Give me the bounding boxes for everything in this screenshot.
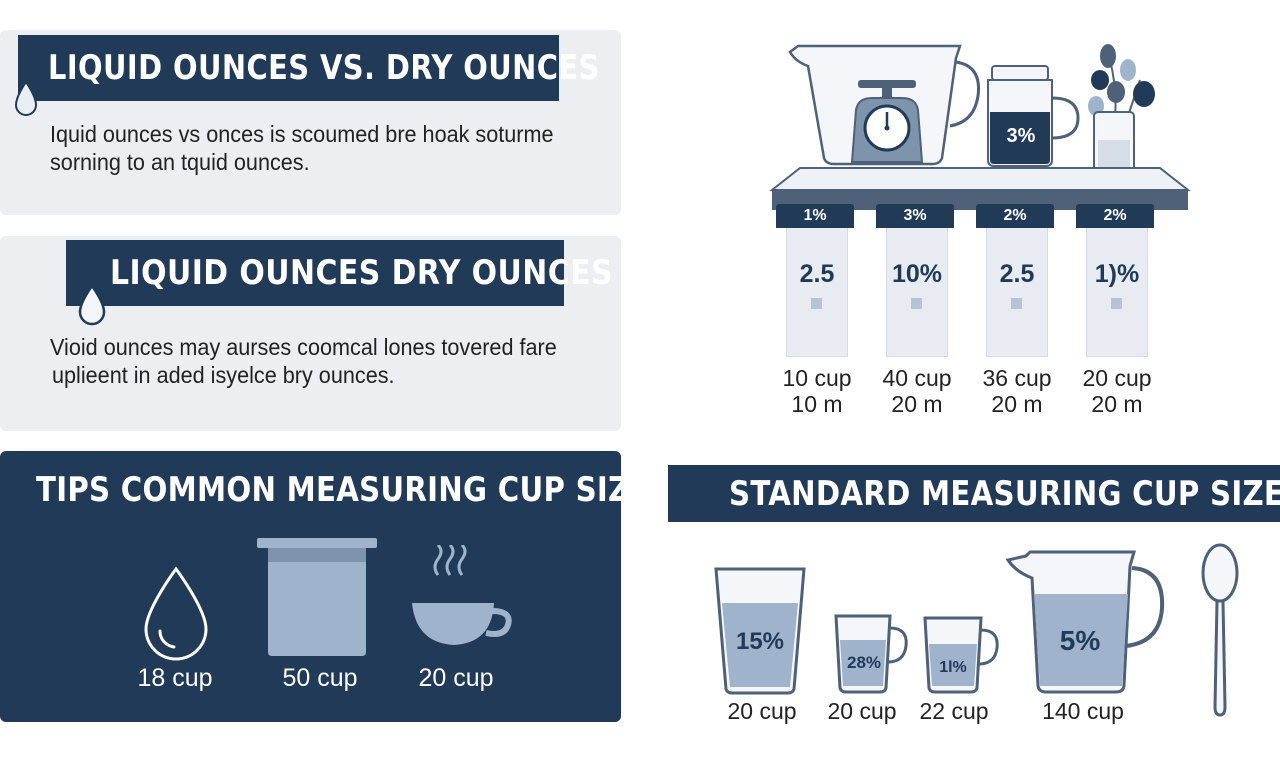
liquid-vs-dry-title-text: LIQUID OUNCES VS. DRY OUNCES xyxy=(48,48,600,88)
standard-sizes-banner xyxy=(668,465,1280,522)
cup-inside-label: 1l% xyxy=(939,659,967,676)
column-value: 2.5 xyxy=(799,260,835,288)
column-value: 2.5 xyxy=(999,260,1035,288)
tip-label-1: 18 cup xyxy=(137,664,213,692)
cup-inside-label: 28% xyxy=(847,653,881,672)
kitchen-shelf-illustration: 3% xyxy=(769,44,1191,210)
liquid-dry-text-line1: Vioid ounces may aurses coomcal lones to… xyxy=(50,334,557,360)
column-label-line1: 20 cup xyxy=(1082,365,1152,391)
liquid-dry-title-text: LIQUID OUNCES DRY OUNCES xyxy=(110,253,614,293)
column-body: 10% xyxy=(886,228,948,357)
column-body: 2.5 xyxy=(986,228,1048,357)
column-label-line1: 10 cup xyxy=(782,365,852,391)
column-label-line1: 40 cup xyxy=(882,365,952,391)
column-label-line2: 10 m xyxy=(791,391,843,417)
measuring-glass-icon: 15% xyxy=(714,567,806,695)
column-tag: 2% xyxy=(976,204,1054,228)
tips-title: TIPS COMMON MEASURING CUP SIZES xyxy=(36,470,672,510)
column-tag: 3% xyxy=(876,204,954,228)
column-value: 10% xyxy=(891,260,943,288)
cup-label: 22 cup xyxy=(919,698,989,724)
coffee-cup-icon xyxy=(412,545,512,645)
liquid-vs-dry-title: LIQUID OUNCES VS. DRY OUNCES xyxy=(18,35,599,101)
column-marker xyxy=(911,298,922,309)
water-drop-icon xyxy=(144,566,208,661)
spoon-icon xyxy=(1201,543,1239,717)
cup-inside-label: 5% xyxy=(1060,625,1101,656)
column-label-line1: 36 cup xyxy=(982,365,1052,391)
tip-label-3: 20 cup xyxy=(418,664,494,692)
column-label-line2: 20 m xyxy=(991,391,1043,417)
column-body: 1)% xyxy=(1086,228,1148,357)
jar-percent-label: 3% xyxy=(1007,125,1036,147)
water-drop-icon xyxy=(14,80,38,116)
column-marker xyxy=(1011,298,1022,309)
cup-inside-label: 15% xyxy=(736,628,784,655)
plant-vase-icon xyxy=(1088,44,1155,183)
measuring-pitcher-icon: 5% xyxy=(1005,550,1165,694)
cup-label: 20 cup xyxy=(727,698,797,724)
kitchen-scale-icon xyxy=(850,80,924,163)
cup-label: 20 cup xyxy=(827,698,897,724)
standard-sizes-title: STANDARD MEASURING CUP SIZES xyxy=(729,474,1280,514)
column-tag: 1% xyxy=(776,204,854,228)
tip-label-2: 50 cup xyxy=(282,664,358,692)
measuring-container-icon xyxy=(257,538,377,656)
measuring-mug-icon: 1l% xyxy=(923,616,999,694)
column-label-line2: 20 m xyxy=(891,391,943,417)
liquid-dry-text-line2: uplieent in aded isyelce bry ounces. xyxy=(52,362,395,388)
cup-label: 140 cup xyxy=(1042,698,1124,724)
liquid-dry-title: LIQUID OUNCES DRY OUNCES xyxy=(66,240,613,306)
column-marker xyxy=(1111,298,1122,309)
liquid-vs-dry-text-line1: Iquid ounces vs onces is scoumed bre hoa… xyxy=(50,121,554,147)
column-body: 2.5 xyxy=(786,228,848,357)
column-marker xyxy=(811,298,822,309)
column-value: 1)% xyxy=(1094,260,1140,288)
column-tag: 2% xyxy=(1076,204,1154,228)
measuring-mug-icon: 28% xyxy=(834,614,908,694)
liquid-jar-icon: 3% xyxy=(987,65,1080,167)
water-drop-icon xyxy=(78,284,106,326)
liquid-vs-dry-text-line2: sorning to an tquid ounces. xyxy=(50,149,310,175)
column-label-line2: 20 m xyxy=(1091,391,1143,417)
